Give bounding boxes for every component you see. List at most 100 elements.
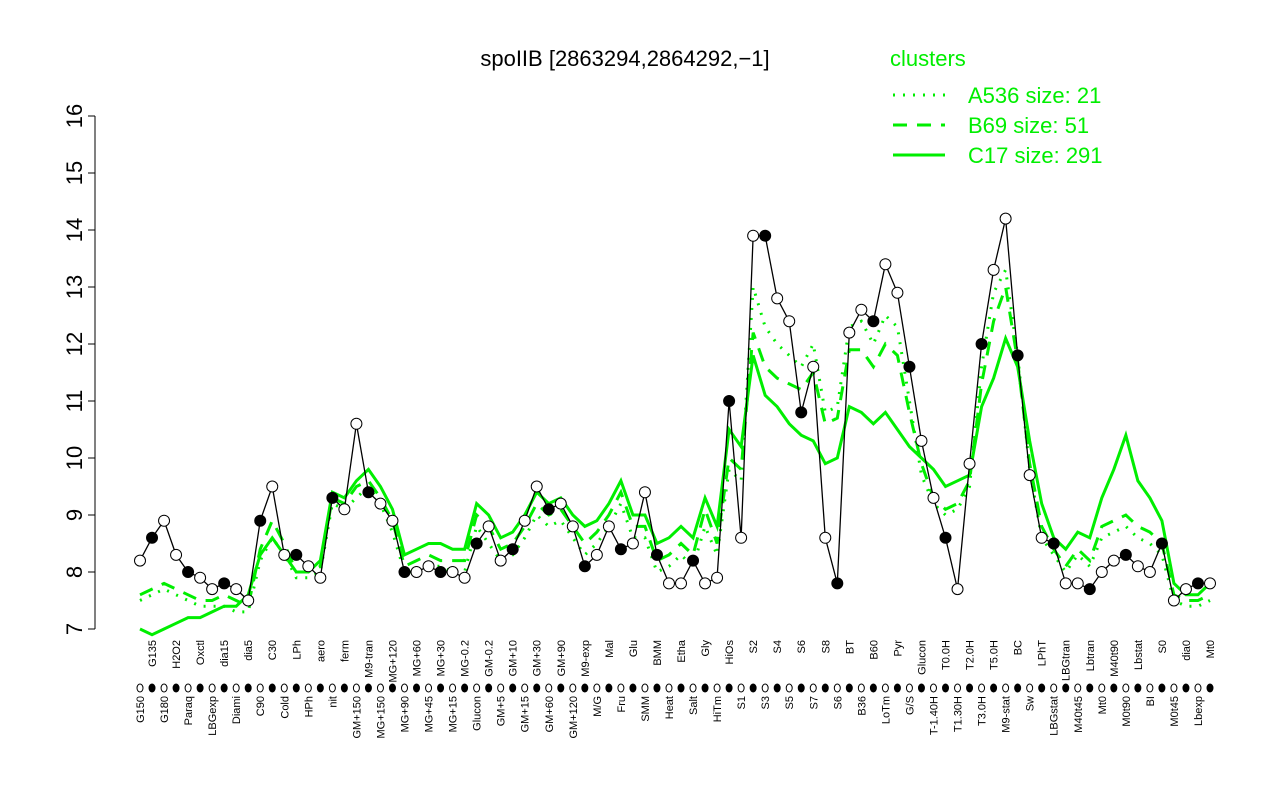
rug-mark: [449, 683, 457, 693]
x-tick-label: M40t90: [1109, 640, 1121, 677]
point: [771, 292, 784, 305]
x-tick-label: T5.0H: [989, 640, 1001, 670]
point: [1071, 577, 1084, 590]
x-tick-label: GM+120: [568, 696, 580, 739]
rug-mark: [761, 683, 769, 693]
rug-mark: [304, 683, 312, 693]
x-tick-label: S5: [784, 696, 796, 709]
point: [723, 395, 736, 407]
point: [855, 303, 868, 316]
x-tick-label: Salt: [688, 696, 700, 715]
rug-mark: [244, 683, 252, 693]
point: [687, 554, 700, 567]
x-tick-label: S2: [748, 640, 760, 653]
point: [146, 531, 159, 544]
rug-mark: [1194, 683, 1202, 693]
rug-mark: [749, 683, 757, 693]
x-tick-label: T-1.40H: [928, 696, 940, 735]
x-tick-label: GM+5: [496, 696, 508, 726]
x-tick-label: M9-tran: [363, 640, 375, 678]
rug-mark: [1074, 683, 1082, 693]
x-tick-label: GM+60: [544, 696, 556, 732]
rug-mark: [773, 683, 781, 693]
rug-mark: [1086, 683, 1094, 693]
x-tick-label: S1: [736, 696, 748, 709]
point: [266, 480, 279, 493]
x-tick-label: Glucon: [916, 640, 928, 675]
rug-mark: [557, 683, 565, 693]
legend-label: B69 size: 51: [968, 113, 1089, 138]
x-tick-label: G150: [135, 696, 147, 723]
point: [1179, 583, 1192, 596]
point: [819, 531, 832, 544]
point: [662, 577, 675, 590]
y-tick-label: 8: [62, 566, 87, 578]
point: [987, 263, 1000, 276]
point: [386, 514, 399, 527]
rug-mark: [1134, 683, 1142, 693]
x-tick-label: M9-exp: [580, 640, 592, 677]
point: [1131, 560, 1144, 573]
rug-mark: [509, 683, 517, 693]
x-tick-label: dia5: [243, 640, 255, 661]
point: [134, 554, 146, 567]
rug-mark: [833, 683, 841, 693]
rug-mark: [1050, 683, 1058, 693]
x-tick-label: MG+90: [399, 696, 411, 732]
rug-mark: [581, 683, 589, 693]
x-tick-label: M9-stat: [1001, 696, 1013, 733]
rug-mark: [1026, 683, 1034, 693]
rug-mark: [653, 683, 661, 693]
rug-mark: [533, 683, 541, 693]
rug-mark: [376, 683, 384, 693]
rug-mark: [917, 683, 925, 693]
point: [302, 560, 315, 573]
point: [1143, 566, 1156, 578]
x-tick-label: LBGstat: [1049, 696, 1061, 736]
rug-mark: [641, 683, 649, 693]
point: [1119, 548, 1132, 561]
point: [759, 229, 772, 242]
rug-mark: [905, 683, 913, 693]
point: [254, 514, 267, 527]
point: [711, 571, 724, 584]
rug-mark: [869, 683, 877, 693]
x-tick-label: MG+15: [448, 696, 460, 732]
x-tick-label: H2O2: [171, 640, 183, 669]
point: [614, 543, 627, 556]
x-tick-label: Paraq: [183, 696, 195, 725]
rug-mark: [208, 683, 216, 693]
x-tick-label: LPh: [291, 640, 303, 660]
point: [362, 486, 375, 499]
x-tick-label: Pyr: [892, 640, 904, 657]
rug-mark: [1158, 683, 1166, 693]
x-tick-label: Glucon: [472, 696, 484, 731]
rug-mark: [785, 683, 793, 693]
x-tick-label: T1.30H: [953, 696, 965, 732]
x-tick-label: Diami: [231, 696, 243, 724]
x-tick-label: dia15: [219, 640, 231, 667]
x-tick-label: G180: [159, 696, 171, 723]
rug-mark: [256, 683, 264, 693]
point: [1023, 469, 1036, 482]
x-tick-label: G135: [147, 640, 159, 667]
x-tick-label: GM-0.2: [484, 640, 496, 677]
point: [831, 577, 844, 590]
point: [879, 258, 892, 271]
x-tick-label: LBGexp: [207, 696, 219, 736]
x-tick-label: HiOs: [724, 640, 736, 665]
y-tick-label: 9: [62, 509, 87, 521]
rug-mark: [990, 683, 998, 693]
point: [638, 486, 651, 499]
x-tick-label: Lbstat: [1133, 640, 1145, 670]
point: [783, 315, 796, 328]
rug-mark: [593, 683, 601, 693]
x-tick-label: MG+45: [424, 696, 436, 732]
rug-mark: [1002, 683, 1010, 693]
point: [1035, 531, 1048, 544]
x-tick-label: MG+30: [436, 640, 448, 676]
rug-mark: [388, 683, 396, 693]
y-tick-label: 11: [62, 390, 87, 413]
rug-mark: [1014, 683, 1022, 693]
rug-mark: [1098, 683, 1106, 693]
